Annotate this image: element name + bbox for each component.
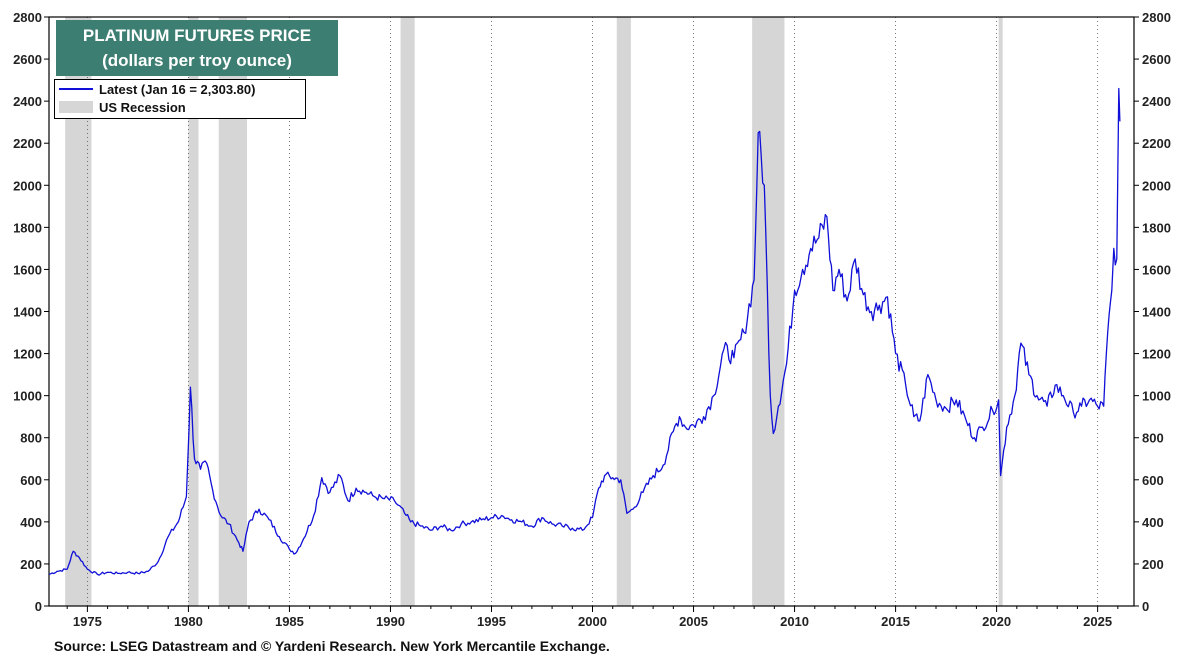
x-tick-label: 2010 [780, 614, 809, 629]
legend-item-recession: US Recession [55, 98, 305, 116]
legend-recession-label: US Recession [99, 99, 186, 115]
y-tick-label-left: 200 [20, 557, 42, 572]
y-tick-label-right: 2800 [1142, 10, 1171, 25]
y-tick-label-right: 1600 [1142, 262, 1171, 277]
y-tick-label-right: 0 [1142, 599, 1149, 614]
recession-band-4 [616, 17, 631, 606]
x-tick-label: 1975 [73, 614, 102, 629]
y-tick-label-left: 2400 [13, 94, 42, 109]
x-tick-label: 2005 [679, 614, 708, 629]
y-tick-label-left: 800 [20, 431, 42, 446]
source-note: Source: LSEG Datastream and © Yardeni Re… [54, 638, 610, 654]
x-tick-label: 2015 [881, 614, 910, 629]
y-tick-label-right: 200 [1142, 557, 1164, 572]
y-tick-label-right: 1400 [1142, 305, 1171, 320]
x-tick-label: 1995 [477, 614, 506, 629]
y-tick-label-right: 2200 [1142, 136, 1171, 151]
x-tick-label: 1985 [275, 614, 304, 629]
y-tick-label-right: 1000 [1142, 389, 1171, 404]
chart-title-box: PLATINUM FUTURES PRICE (dollars per troy… [56, 20, 338, 76]
y-tick-label-left: 2600 [13, 52, 42, 67]
x-tick-label: 1980 [174, 614, 203, 629]
y-tick-label-left: 600 [20, 473, 42, 488]
recession-band-6 [998, 17, 1003, 606]
y-tick-label-right: 2000 [1142, 178, 1171, 193]
x-tick-label: 2025 [1083, 614, 1112, 629]
chart-subtitle: (dollars per troy ounce) [102, 51, 292, 70]
y-tick-label-left: 1600 [13, 262, 42, 277]
recession-band-3 [400, 17, 415, 606]
y-tick-label-left: 0 [35, 599, 42, 614]
y-tick-label-left: 1400 [13, 305, 42, 320]
x-tick-label: 2020 [982, 614, 1011, 629]
y-tick-label-left: 1200 [13, 347, 42, 362]
y-tick-label-right: 800 [1142, 431, 1164, 446]
series-line-platinum-price [48, 87, 1121, 576]
legend-latest-label: Latest (Jan 16 = 2,303.80) [99, 81, 256, 97]
y-tick-label-left: 1800 [13, 220, 42, 235]
y-tick-label-left: 2000 [13, 178, 42, 193]
y-tick-label-left: 1000 [13, 389, 42, 404]
legend-item-latest: Latest (Jan 16 = 2,303.80) [55, 80, 305, 98]
x-tick-label: 2000 [578, 614, 607, 629]
y-tick-label-right: 400 [1142, 515, 1164, 530]
y-tick-label-right: 2600 [1142, 52, 1171, 67]
y-tick-label-right: 1800 [1142, 220, 1171, 235]
x-tick-label: 1990 [376, 614, 405, 629]
price-series [48, 87, 1121, 576]
legend-line-swatch [59, 88, 93, 90]
y-tick-label-right: 2400 [1142, 94, 1171, 109]
axis-ticks: 0 0 200 200 400 400 600 600 800 800 1000 1000 1200 12… [13, 10, 1171, 629]
y-tick-label-left: 400 [20, 515, 42, 530]
legend: Latest (Jan 16 = 2,303.80) US Recession [54, 79, 306, 119]
recession-band-1 [188, 17, 199, 606]
legend-recession-swatch [59, 101, 93, 113]
y-tick-label-right: 600 [1142, 473, 1164, 488]
chart-title: PLATINUM FUTURES PRICE [82, 26, 312, 45]
y-tick-label-right: 1200 [1142, 347, 1171, 362]
y-tick-label-left: 2800 [13, 10, 42, 25]
y-tick-label-left: 2200 [13, 136, 42, 151]
